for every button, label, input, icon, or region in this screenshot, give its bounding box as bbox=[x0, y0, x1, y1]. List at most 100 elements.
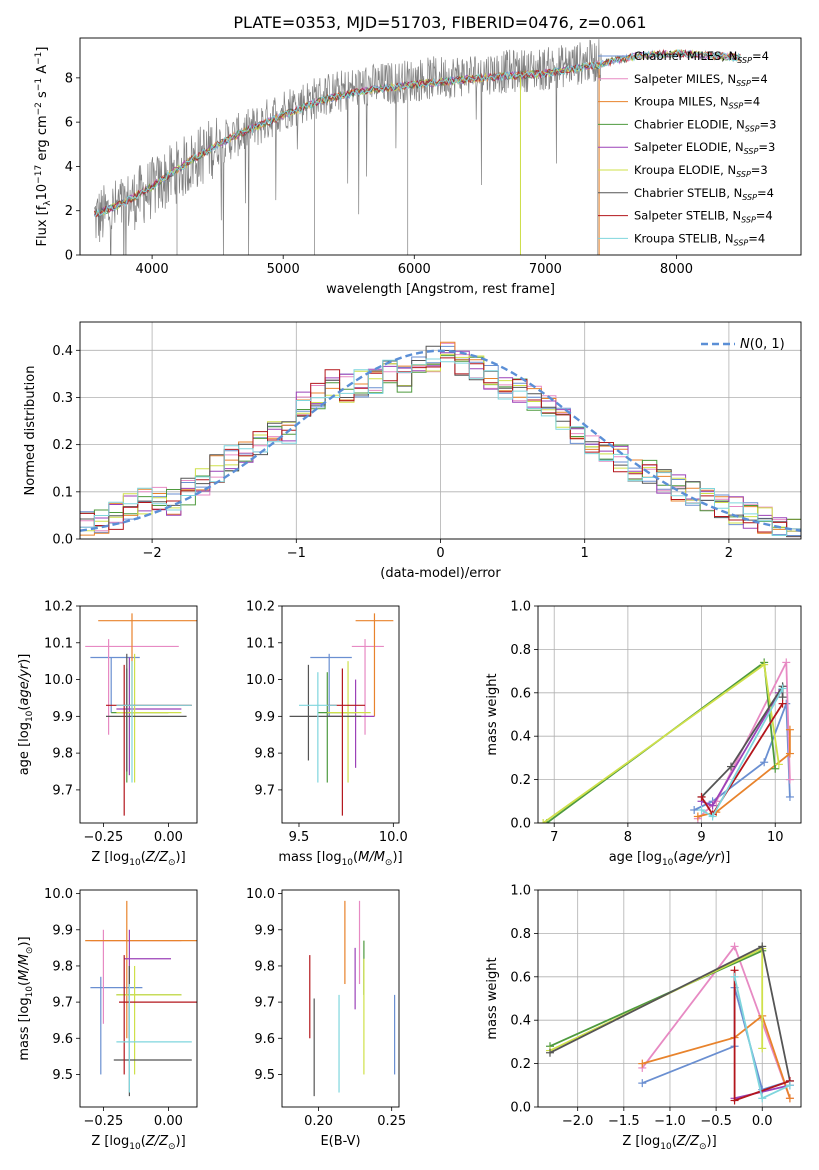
y-axis-label-part: −2 bbox=[34, 102, 44, 115]
legend-label-part: =4 bbox=[748, 231, 765, 245]
y-tick-label: 10.0 bbox=[246, 887, 275, 902]
y-axis-label-part: erg cm bbox=[35, 115, 50, 164]
y-tick-label: 0.4 bbox=[510, 1014, 531, 1029]
legend-label: Kroupa MILES, NSSP=4 bbox=[634, 95, 760, 111]
legend-label-part: Salpeter MILES, N bbox=[634, 72, 736, 86]
x-axis-label-part: wavelength [Angstrom, rest frame] bbox=[326, 282, 555, 297]
y-axis-label-part: −1 bbox=[34, 52, 44, 65]
x-axis-label-part: ( bbox=[673, 850, 678, 865]
y-tick-label: 10.1 bbox=[44, 636, 73, 651]
y-tick-label: 2 bbox=[65, 204, 73, 219]
x-axis-label-part: M/M bbox=[358, 850, 385, 865]
x-axis-label-part: )] bbox=[392, 850, 402, 865]
y-tick-label: 0.6 bbox=[510, 686, 531, 701]
y-tick-label: 0.2 bbox=[52, 438, 73, 453]
legend-label: Salpeter MILES, NSSP=4 bbox=[634, 72, 768, 88]
x-tick-label: 6000 bbox=[398, 262, 431, 277]
y-axis-label-part: Flux [f bbox=[35, 205, 50, 246]
y-axis-label-part: age/yr bbox=[17, 662, 32, 705]
x-axis-label-part: 10 bbox=[662, 858, 674, 868]
x-tick-label: 0.00 bbox=[154, 1114, 183, 1129]
y-axis-label-part: 10 bbox=[25, 710, 35, 722]
residual-histogram bbox=[80, 345, 801, 538]
x-axis-label-part: ⊙ bbox=[168, 858, 176, 868]
x-axis-label: mass [log10(M/M⊙)] bbox=[278, 850, 402, 868]
x-tick-label: 9 bbox=[697, 830, 705, 845]
weight-line bbox=[642, 1014, 791, 1099]
y-axis-label-part: ] bbox=[35, 47, 50, 52]
x-axis-label: age [log10(age/yr)] bbox=[609, 850, 731, 868]
legend-label-part: SSP bbox=[734, 238, 749, 247]
legend-label-part: SSP bbox=[745, 124, 760, 133]
y-axis-label: Normed distribution bbox=[23, 366, 38, 496]
legend-label: Kroupa ELODIE, NSSP=3 bbox=[634, 163, 768, 179]
x-tick-label: 8000 bbox=[660, 262, 693, 277]
x-axis-label-part: Z [log bbox=[622, 1134, 660, 1149]
y-axis-label-part: age [log bbox=[17, 722, 32, 775]
y-tick-label: 9.8 bbox=[254, 747, 275, 762]
y-axis-label-part: λ bbox=[43, 200, 53, 206]
x-axis-label-part: ⊙ bbox=[385, 858, 393, 868]
y-axis-label-part: mass [log bbox=[17, 997, 32, 1060]
y-axis-label: Flux [fλ10−17 erg cm−2 s−1 A−1] bbox=[34, 47, 53, 247]
y-tick-label: 9.8 bbox=[254, 959, 275, 974]
x-tick-label: 0.00 bbox=[154, 830, 183, 845]
legend-label: N(0, 1) bbox=[740, 337, 785, 352]
weight-line bbox=[549, 949, 763, 1048]
x-tick-label: 0.0 bbox=[752, 1114, 773, 1129]
y-tick-label: 10.0 bbox=[44, 887, 73, 902]
x-axis-label-part: 10 bbox=[129, 1142, 141, 1152]
y-tick-label: 9.9 bbox=[254, 923, 275, 938]
y-tick-label: 9.5 bbox=[254, 1068, 275, 1083]
x-tick-label: −2.0 bbox=[562, 1114, 594, 1129]
x-axis-label-part: )] bbox=[707, 1134, 717, 1149]
legend-label-part: =4 bbox=[752, 49, 769, 63]
y-tick-label: 4 bbox=[65, 160, 73, 175]
x-tick-label: 7 bbox=[550, 830, 558, 845]
residual-histogram bbox=[80, 358, 801, 536]
legend-label-part: =4 bbox=[757, 186, 774, 200]
x-axis-label-part: ( bbox=[672, 1134, 677, 1149]
y-tick-label: 0.0 bbox=[510, 1101, 531, 1116]
normal-curve bbox=[80, 349, 801, 532]
legend-label-part: Kroupa ELODIE, N bbox=[634, 163, 736, 177]
x-axis-label-part: E(B-V) bbox=[320, 1134, 360, 1149]
legend-label-part: SSP bbox=[729, 102, 744, 111]
residual-histogram bbox=[80, 357, 801, 533]
legend-label-part: SSP bbox=[736, 170, 751, 179]
x-axis-label-part: )] bbox=[176, 1134, 186, 1149]
x-tick-label: −0.25 bbox=[83, 1114, 123, 1129]
axes-frame bbox=[79, 889, 198, 1108]
x-axis-label-part: ( bbox=[141, 850, 146, 865]
legend-label-part: (0, 1) bbox=[750, 337, 785, 352]
x-axis-label-part: ( bbox=[353, 850, 358, 865]
x-axis-label-part: ⊙ bbox=[699, 1142, 707, 1152]
mass-vs-Z-plot-area bbox=[85, 900, 197, 1097]
x-tick-label: 7000 bbox=[529, 262, 562, 277]
y-axis-label-part: 10 bbox=[25, 986, 35, 998]
x-axis-label: (data-model)/error bbox=[380, 566, 501, 581]
weight-vs-age-plot-area bbox=[539, 658, 794, 823]
legend-label-part: Kroupa STELIB, N bbox=[634, 231, 734, 245]
y-tick-label: 0.2 bbox=[510, 773, 531, 788]
x-axis-label-part: )] bbox=[176, 850, 186, 865]
x-tick-label: 10.0 bbox=[379, 830, 408, 845]
legend-label: Chabrier MILES, NSSP=4 bbox=[634, 49, 769, 65]
y-tick-label: 0 bbox=[65, 249, 73, 264]
y-tick-label: 9.8 bbox=[52, 747, 73, 762]
x-axis-label-part: Z/Z bbox=[676, 1134, 700, 1149]
figure-title: PLATE=0353, MJD=51703, FIBERID=0476, z=0… bbox=[233, 13, 646, 32]
y-axis-label: mass [log10(M/M⊙)] bbox=[17, 936, 35, 1060]
x-tick-label: −1 bbox=[287, 546, 306, 561]
x-tick-label: −2 bbox=[143, 546, 162, 561]
legend-label-part: Salpeter ELODIE, N bbox=[634, 140, 744, 154]
legend-label-part: SSP bbox=[744, 147, 759, 156]
x-axis-label: Z [log10(Z/Z⊙)] bbox=[622, 1134, 716, 1152]
x-axis-label-part: mass [log bbox=[278, 850, 341, 865]
y-axis-label-part: )] bbox=[17, 936, 32, 946]
y-tick-label: 1.0 bbox=[510, 600, 531, 615]
y-tick-label: 1.0 bbox=[510, 884, 531, 899]
x-axis-label: Z [log10(Z/Z⊙)] bbox=[91, 850, 185, 868]
y-tick-label: 9.7 bbox=[254, 996, 275, 1011]
